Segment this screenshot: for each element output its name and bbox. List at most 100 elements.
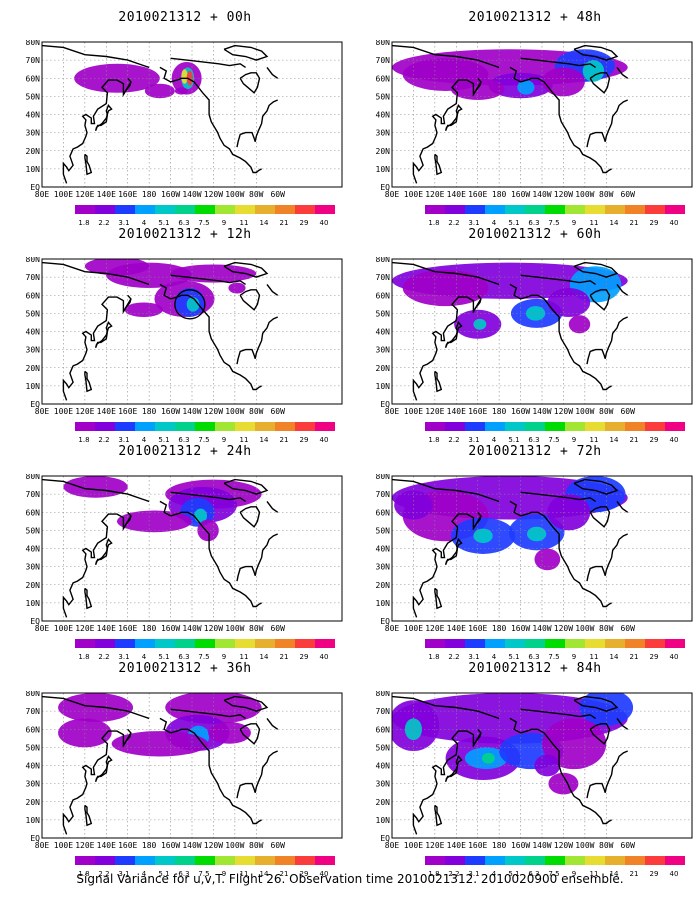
colorbar-label: 21 [630, 219, 639, 227]
longitude-label: 80E [35, 407, 50, 416]
colorbar-label: 7.5 [198, 653, 209, 661]
longitude-label: 80E [385, 190, 400, 199]
variance-field-region [525, 306, 546, 321]
colorbar-label: 7.5 [548, 436, 559, 444]
longitude-label: 160E [118, 407, 137, 416]
variance-field-region [568, 315, 591, 334]
longitude-label: 180 [492, 841, 507, 850]
colorbar-swatch [665, 856, 685, 865]
longitude-label: 80W [599, 190, 614, 199]
colorbar-swatch [195, 639, 215, 648]
colorbar-label: 6.3 [178, 653, 189, 661]
longitude-label: 160W [511, 841, 530, 850]
coastline [509, 66, 612, 174]
colorbar-label: 21 [630, 436, 639, 444]
colorbar-label: 11 [240, 870, 249, 878]
colorbar-label: 11 [240, 436, 249, 444]
latitude-label: 10N [376, 816, 391, 825]
map-panel: 2010021312 + 60h 80N 70N 60N 50N 40N 30N 20N 10N… [370, 227, 700, 447]
latitude-label: EQ [30, 183, 40, 192]
colorbar-swatch [175, 205, 195, 214]
colorbar-swatch [315, 639, 335, 648]
colorbar-label: 9 [572, 870, 576, 878]
longitude-label: 180 [492, 190, 507, 199]
colorbar-label: 4 [142, 436, 147, 444]
longitude-label: 100E [54, 407, 73, 416]
coastline [42, 44, 150, 69]
coastline [42, 261, 150, 286]
coastline [616, 66, 629, 79]
longitude-label: 120W [554, 841, 573, 850]
colorbar-swatch [235, 205, 255, 214]
variance-field-region [402, 269, 489, 307]
colorbar-label: 4 [492, 870, 497, 878]
colorbar-swatch [525, 856, 545, 865]
colorbar-label: 9 [222, 653, 226, 661]
longitude-label: 100W [225, 624, 244, 633]
longitude-label: 80W [599, 624, 614, 633]
colorbar-swatch [525, 422, 545, 431]
colorbar-label: 9 [222, 436, 226, 444]
longitude-label: 140W [532, 841, 551, 850]
colorbar-swatch [215, 422, 235, 431]
longitude-label: 140W [532, 624, 551, 633]
coastline [62, 77, 132, 184]
coastline [434, 804, 443, 827]
latitude-label: EQ [380, 400, 390, 409]
coastline [122, 81, 132, 95]
coastline [266, 66, 279, 79]
colorbar-swatch [215, 205, 235, 214]
latitude-label: 50N [26, 309, 41, 318]
colorbar-swatch [75, 856, 95, 865]
latitude-label: 10N [26, 165, 41, 174]
colorbar-label: 5.1 [158, 870, 169, 878]
colorbar-swatch [525, 205, 545, 214]
coastline [62, 728, 132, 835]
variance-field-region [111, 731, 209, 757]
latitude-label: 40N [26, 762, 41, 771]
latitude-label: 40N [376, 545, 391, 554]
latitude-label: 20N [26, 147, 41, 156]
longitude-label: 120W [554, 407, 573, 416]
latitude-label: 30N [26, 346, 41, 355]
longitude-label: 100E [404, 190, 423, 199]
colorbar-swatch [645, 205, 665, 214]
longitude-label: 160W [511, 190, 530, 199]
colorbar-label: 2.2 [98, 436, 109, 444]
colorbar-swatch [95, 422, 115, 431]
latitude-label: 50N [376, 526, 391, 535]
longitude-label: 140W [182, 190, 201, 199]
map-panel: 2010021312 + 72h 80N 70N 60N 50N 40N 30N 20N 10N… [370, 444, 700, 664]
coastline [236, 750, 278, 799]
colorbar-swatch [275, 639, 295, 648]
latitude-label: 60N [26, 74, 41, 83]
longitude-label: 80W [249, 190, 264, 199]
variance-field-region [582, 60, 605, 82]
longitude-label: 80W [249, 841, 264, 850]
coastline [42, 695, 150, 720]
variance-field-region [228, 282, 246, 294]
colorbar-swatch [315, 422, 335, 431]
coastline [586, 750, 628, 799]
colorbar-label: 7.5 [198, 870, 209, 878]
coastline [42, 478, 150, 503]
colorbar-swatch [255, 856, 275, 865]
coastline [170, 708, 246, 719]
latitude-label: 50N [376, 743, 391, 752]
latitude-label: 60N [376, 291, 391, 300]
coastline [236, 316, 278, 365]
panel-title: 2010021312 + 60h [468, 227, 602, 242]
coastline [392, 478, 500, 503]
colorbar-swatch [545, 856, 565, 865]
longitude-label: 160E [468, 841, 487, 850]
colorbar-label: 21 [630, 870, 639, 878]
colorbar-label: 11 [590, 219, 599, 227]
longitude-label: 80E [385, 624, 400, 633]
colorbar-label: 5.1 [158, 436, 169, 444]
colorbar-swatch [445, 856, 465, 865]
